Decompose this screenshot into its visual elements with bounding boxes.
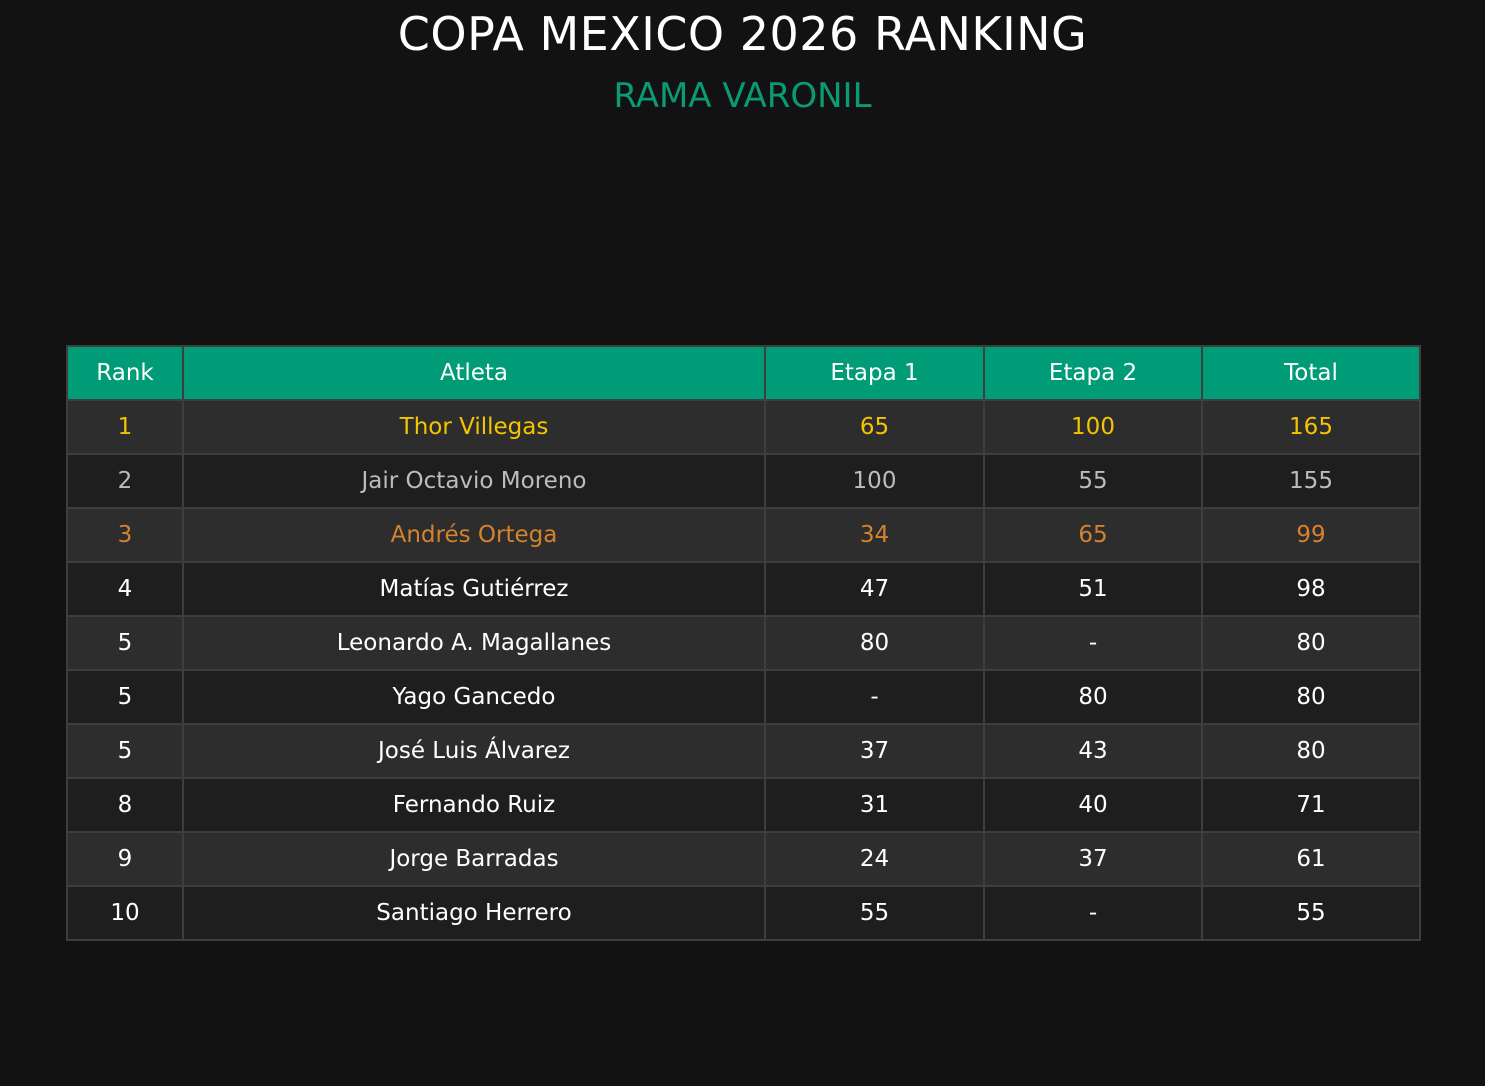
cell-atleta: Jair Octavio Moreno <box>182 453 766 509</box>
cell-rank: 8 <box>66 777 184 833</box>
table-row: 5 José Luis Álvarez 37 43 80 <box>66 723 1421 779</box>
cell-atleta: Leonardo A. Magallanes <box>182 615 766 671</box>
cell-atleta: Yago Gancedo <box>182 669 766 725</box>
cell-rank: 3 <box>66 507 184 563</box>
cell-atleta: Andrés Ortega <box>182 507 766 563</box>
column-header-etapa-2: Etapa 2 <box>983 345 1203 401</box>
cell-total: 80 <box>1201 615 1421 671</box>
column-header-atleta: Atleta <box>182 345 766 401</box>
cell-etapa-2: 65 <box>983 507 1203 563</box>
cell-etapa-2: 40 <box>983 777 1203 833</box>
cell-rank: 5 <box>66 723 184 779</box>
cell-atleta: Santiago Herrero <box>182 885 766 941</box>
cell-etapa-1: - <box>764 669 985 725</box>
cell-etapa-1: 65 <box>764 399 985 455</box>
cell-etapa-1: 100 <box>764 453 985 509</box>
header-row: Rank Atleta Etapa 1 Etapa 2 Total <box>66 345 1421 401</box>
table-row: 4 Matías Gutiérrez 47 51 98 <box>66 561 1421 617</box>
page-subtitle: RAMA VARONIL <box>613 76 872 116</box>
cell-total: 98 <box>1201 561 1421 617</box>
column-header-total: Total <box>1201 345 1421 401</box>
cell-total: 155 <box>1201 453 1421 509</box>
cell-total: 71 <box>1201 777 1421 833</box>
table-row: 5 Leonardo A. Magallanes 80-80 <box>66 615 1421 671</box>
table-row: 3 Andrés Ortega 34 65 99 <box>66 507 1421 563</box>
cell-atleta: Matías Gutiérrez <box>182 561 766 617</box>
table-row: 2 Jair Octavio Moreno 100 55 155 <box>66 453 1421 509</box>
cell-etapa-1: 80 <box>764 615 985 671</box>
cell-etapa-2: - <box>983 885 1203 941</box>
cell-etapa-2: 43 <box>983 723 1203 779</box>
cell-etapa-2: 37 <box>983 831 1203 887</box>
cell-etapa-1: 24 <box>764 831 985 887</box>
cell-rank: 10 <box>66 885 184 941</box>
table-row: 5 Yago Gancedo -80 80 <box>66 669 1421 725</box>
cell-etapa-1: 31 <box>764 777 985 833</box>
cell-total: 99 <box>1201 507 1421 563</box>
cell-atleta: José Luis Álvarez <box>182 723 766 779</box>
table-row: 9 Jorge Barradas 24 37 61 <box>66 831 1421 887</box>
cell-rank: 2 <box>66 453 184 509</box>
table-row: 1 Thor Villegas 65 100 165 <box>66 399 1421 455</box>
cell-rank: 9 <box>66 831 184 887</box>
cell-total: 80 <box>1201 723 1421 779</box>
cell-atleta: Fernando Ruiz <box>182 777 766 833</box>
cell-etapa-2: 55 <box>983 453 1203 509</box>
column-header-etapa-1: Etapa 1 <box>764 345 985 401</box>
cell-total: 165 <box>1201 399 1421 455</box>
table-body: 1 Thor Villegas 65 100 165 2 Jair Octavio More… <box>66 399 1421 941</box>
cell-etapa-2: - <box>983 615 1203 671</box>
cell-rank: 4 <box>66 561 184 617</box>
cell-etapa-2: 80 <box>983 669 1203 725</box>
cell-etapa-1: 34 <box>764 507 985 563</box>
table-header: Rank Atleta Etapa 1 Etapa 2 Total <box>66 345 1421 401</box>
page-title: COPA MEXICO 2026 RANKING <box>397 7 1088 61</box>
table-row: 10 Santiago Herrero 55-55 <box>66 885 1421 941</box>
ranking-table: Rank Atleta Etapa 1 Etapa 2 Total 1 Thor … <box>66 345 1421 941</box>
cell-rank: 5 <box>66 669 184 725</box>
cell-etapa-2: 100 <box>983 399 1203 455</box>
cell-total: 80 <box>1201 669 1421 725</box>
cell-atleta: Jorge Barradas <box>182 831 766 887</box>
cell-rank: 1 <box>66 399 184 455</box>
column-header-rank: Rank <box>66 345 184 401</box>
cell-etapa-2: 51 <box>983 561 1203 617</box>
cell-total: 61 <box>1201 831 1421 887</box>
cell-etapa-1: 37 <box>764 723 985 779</box>
cell-etapa-1: 47 <box>764 561 985 617</box>
cell-total: 55 <box>1201 885 1421 941</box>
cell-etapa-1: 55 <box>764 885 985 941</box>
cell-rank: 5 <box>66 615 184 671</box>
table-row: 8 Fernando Ruiz 31 40 71 <box>66 777 1421 833</box>
cell-atleta: Thor Villegas <box>182 399 766 455</box>
